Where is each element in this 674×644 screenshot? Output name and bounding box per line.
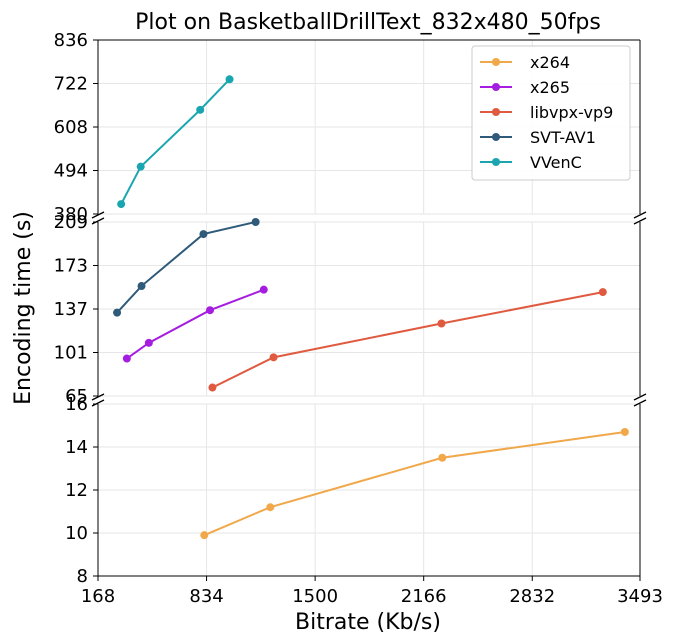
data-point — [137, 282, 146, 291]
x-tick-label: 834 — [189, 586, 223, 607]
y-tick-label: 173 — [54, 256, 88, 277]
x-tick-label: 168 — [81, 586, 115, 607]
axis-break-mark — [91, 217, 105, 225]
y-tick-label: 722 — [54, 74, 88, 95]
data-point — [598, 288, 607, 297]
legend-swatch-marker — [492, 133, 500, 141]
data-point — [259, 285, 268, 294]
legend: x264 x265 libvpx-vp9 SVT-AV1 VVenC — [471, 45, 631, 181]
panel-middle: 65 101 137 173 209 — [54, 212, 641, 407]
data-point — [208, 383, 217, 392]
legend-item: SVT-AV1 — [480, 128, 596, 147]
y-tick-label: 10 — [65, 523, 88, 544]
axis-break-mark — [633, 393, 647, 401]
data-point — [437, 319, 446, 328]
legend-box — [471, 45, 631, 181]
data-point — [199, 230, 208, 239]
legend-label: libvpx-vp9 — [530, 103, 613, 122]
x-tick-label: 3493 — [617, 586, 663, 607]
legend-item: x264 — [480, 53, 570, 72]
data-point — [122, 354, 131, 363]
legend-item: x265 — [480, 78, 570, 97]
y-tick-label: 101 — [54, 343, 88, 364]
y-tick-label: 608 — [54, 117, 88, 138]
series-line — [126, 288, 265, 360]
axis-break-mark — [91, 211, 105, 219]
y-tick-label: 380 — [54, 204, 88, 225]
y-tick-label: 137 — [54, 299, 88, 320]
legend-item: VVenC — [480, 153, 582, 172]
panel-bottom: 8 10 12 14 16 168 834 1500 2166 2832 3493 — [65, 394, 663, 607]
series-libvpx-vp9 — [208, 288, 607, 392]
series-line — [203, 430, 625, 537]
chart-title: Plot on BasketballDrillText_832x480_50fp… — [135, 10, 601, 35]
series-x264 — [200, 427, 629, 540]
series-VVenC — [117, 75, 234, 209]
y-tick-label: 16 — [65, 394, 88, 415]
data-point — [196, 105, 205, 114]
y-tick-label: 14 — [65, 437, 88, 458]
y-tick-label: 836 — [54, 30, 88, 51]
data-point — [117, 200, 126, 209]
y-tick-label: 12 — [65, 480, 88, 501]
series-line — [116, 221, 256, 314]
plot-panels: 380 494 608 722 836 65 101 137 173 209 8 10 12 14 16 16… — [54, 30, 663, 607]
series-SVT-AV1 — [113, 218, 260, 317]
data-point — [266, 503, 275, 512]
axis-break-mark — [91, 393, 105, 401]
x-axis-title: Bitrate (Kb/s) — [295, 610, 441, 635]
y-tick-label: 8 — [77, 566, 88, 587]
series-line — [120, 78, 231, 205]
x-tick-label: 2832 — [509, 586, 555, 607]
y-axis-title: Encoding time (s) — [11, 211, 36, 405]
legend-item: libvpx-vp9 — [480, 103, 613, 122]
legend-label: VVenC — [530, 153, 582, 172]
data-point — [251, 218, 260, 226]
data-point — [620, 427, 629, 436]
data-point — [205, 306, 214, 315]
series-x265 — [122, 285, 268, 363]
y-tick-label: 65 — [65, 386, 88, 407]
series-line — [211, 291, 604, 389]
axis-break-mark — [91, 399, 105, 407]
x-tick-label: 1500 — [292, 586, 338, 607]
data-point — [136, 162, 145, 171]
legend-label: x265 — [530, 78, 570, 97]
data-point — [113, 308, 122, 317]
legend-label: x264 — [530, 53, 570, 72]
legend-swatch-marker — [492, 83, 500, 91]
axis-break-mark — [633, 399, 647, 407]
data-point — [438, 453, 447, 462]
x-tick-label: 2166 — [401, 586, 447, 607]
axis-break-mark — [633, 211, 647, 219]
data-point — [144, 338, 153, 347]
data-point — [225, 75, 234, 84]
y-tick-label: 494 — [54, 161, 88, 182]
legend-label: SVT-AV1 — [530, 128, 596, 147]
legend-swatch-marker — [492, 58, 500, 66]
y-tick-label: 209 — [54, 212, 88, 233]
axis-break-mark — [633, 217, 647, 225]
legend-swatch-marker — [492, 108, 500, 116]
data-point — [200, 531, 209, 540]
legend-swatch-marker — [492, 158, 500, 166]
panel-top: 380 494 608 722 836 — [54, 30, 641, 225]
data-point — [269, 353, 278, 362]
